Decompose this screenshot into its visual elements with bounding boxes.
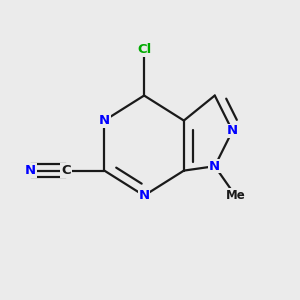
Text: C: C xyxy=(61,164,71,177)
Text: N: N xyxy=(209,160,220,173)
Text: N: N xyxy=(227,124,238,137)
Text: N: N xyxy=(99,114,110,127)
Text: N: N xyxy=(139,189,150,202)
Text: Me: Me xyxy=(226,189,245,202)
Text: N: N xyxy=(25,164,36,177)
Text: Cl: Cl xyxy=(137,44,151,56)
